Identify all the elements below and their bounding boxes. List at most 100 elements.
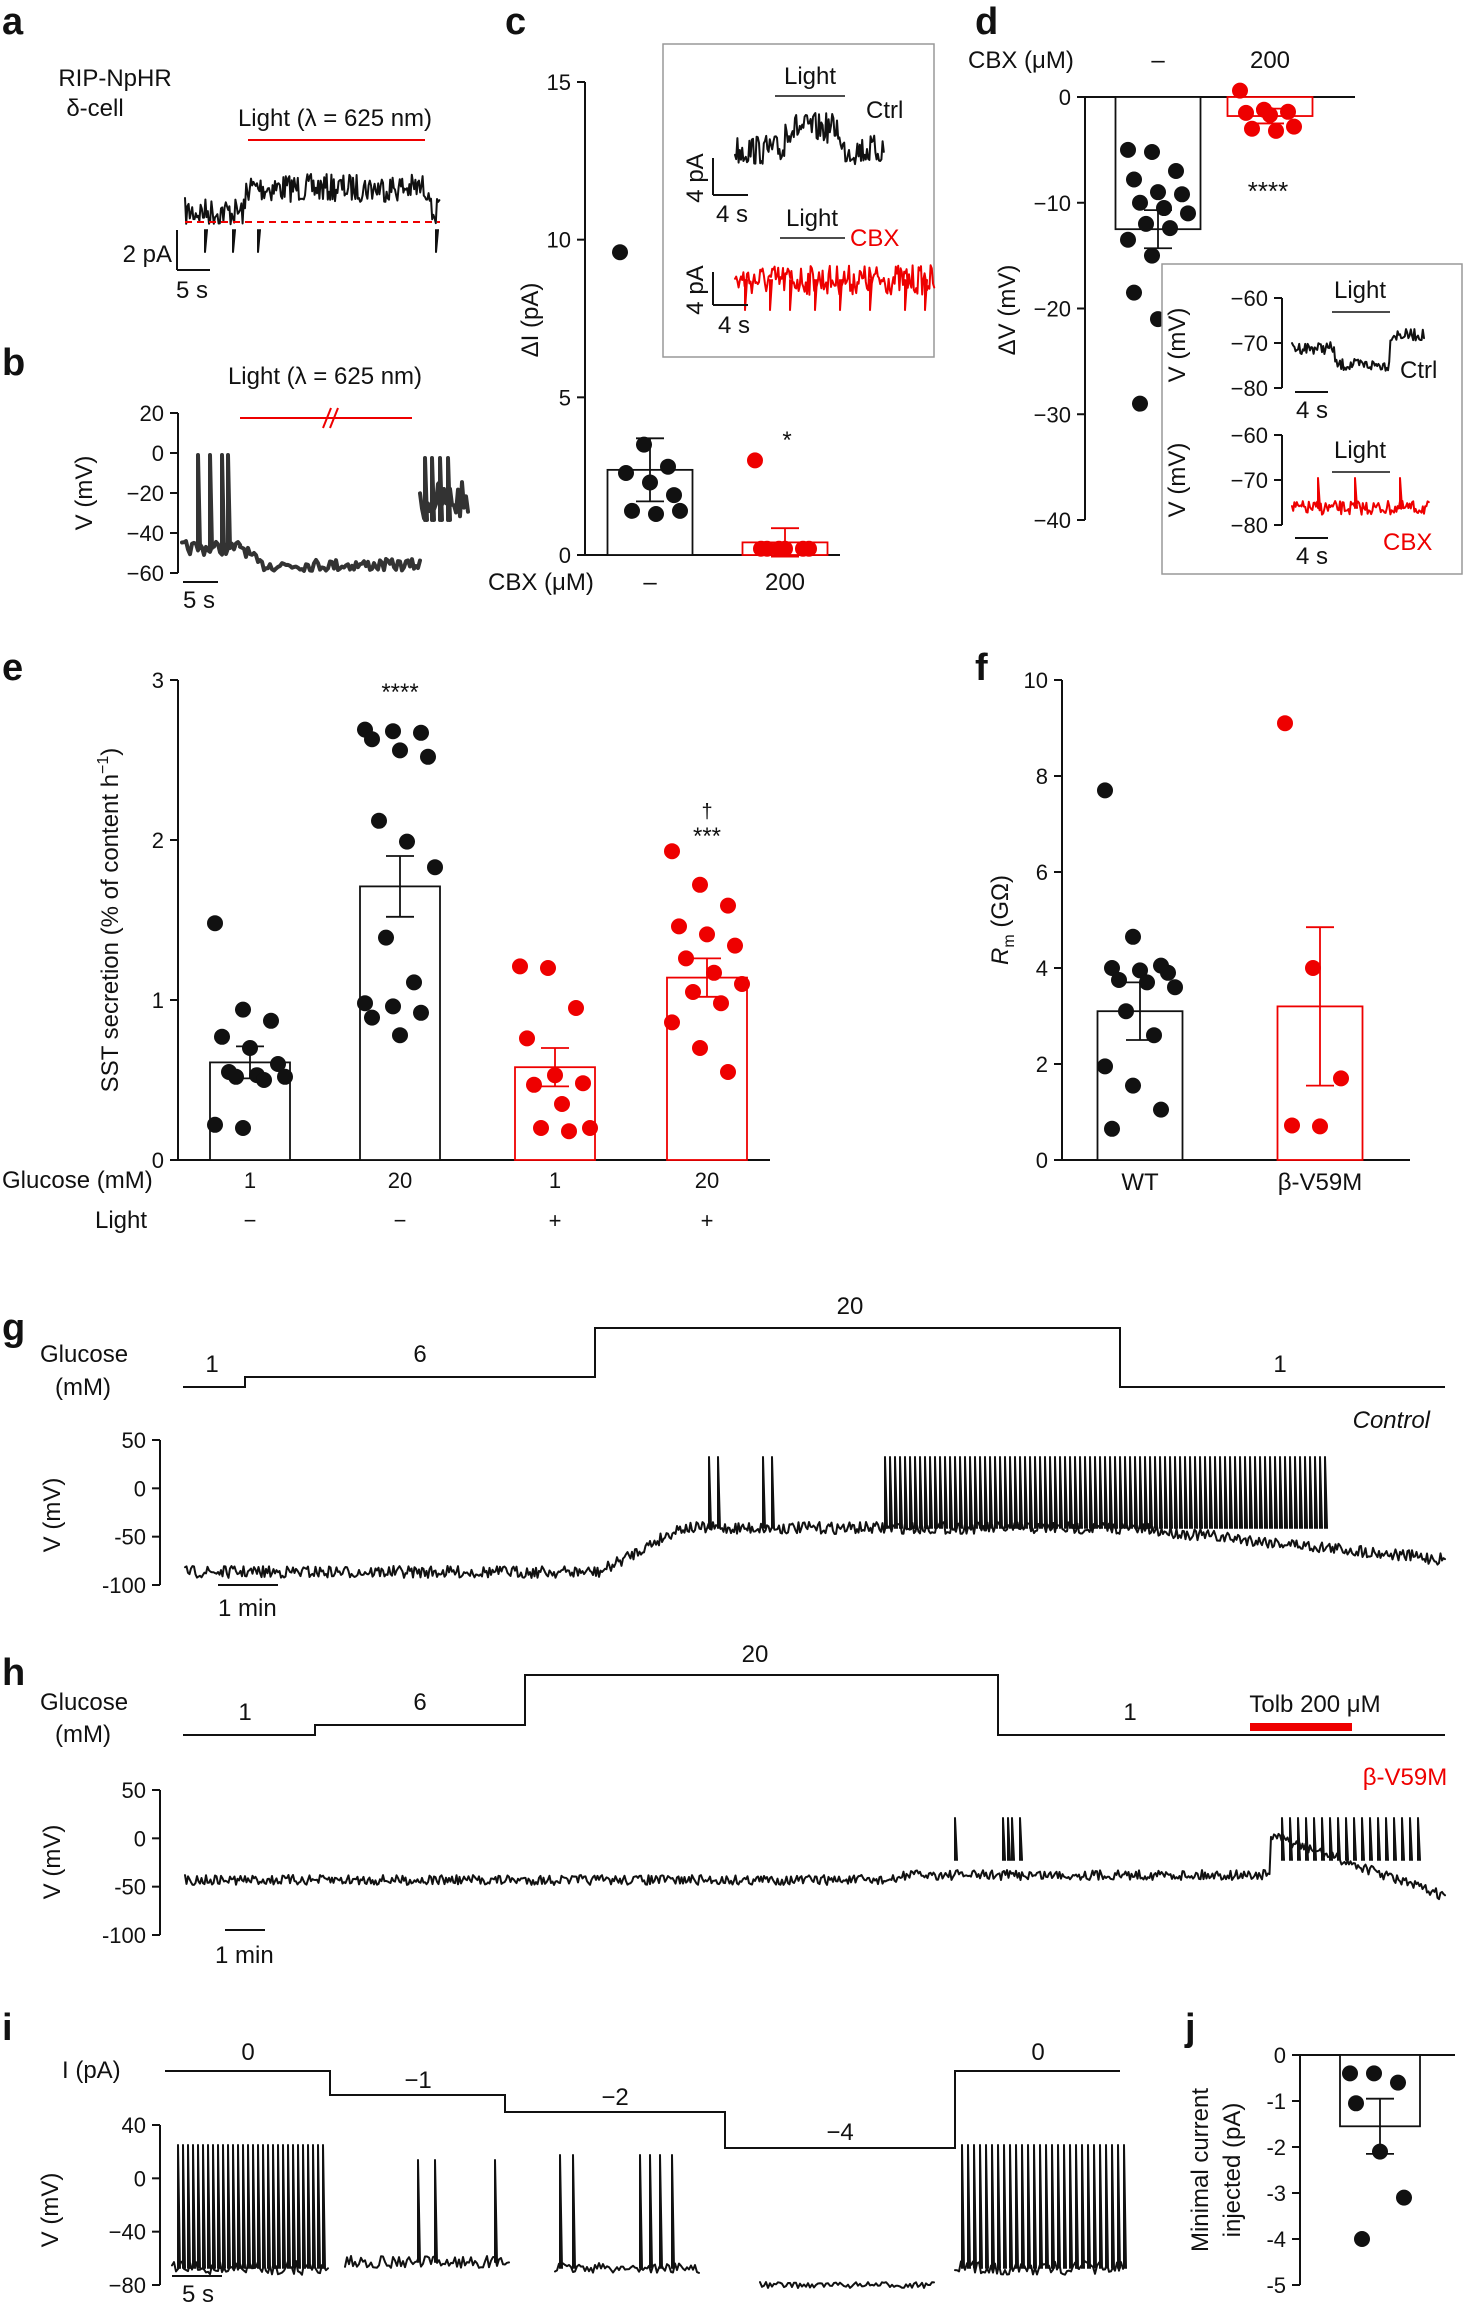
data-point [1120, 231, 1136, 248]
panel-a-title-1: RIP-NpHR [58, 65, 171, 92]
y-axis-label: Rm (GΩ) [987, 875, 1018, 965]
y-tick-label: 0 [559, 543, 571, 568]
y-axis-label: V (mV) [39, 1478, 66, 1553]
y-tick-label: −60 [127, 561, 164, 586]
current-step: 0 [241, 2039, 254, 2066]
data-point [420, 748, 436, 765]
data-point [666, 487, 682, 504]
y-tick-label: 0 [134, 1826, 146, 1851]
y-ticks: 0 −10 −20 −30 −40 [1034, 85, 1085, 533]
data-point [612, 244, 628, 261]
data-point [759, 540, 775, 557]
data-point [427, 859, 443, 876]
data-point [713, 995, 729, 1012]
data-point [1244, 120, 1260, 137]
data-point [364, 1009, 380, 1026]
glucose-value: 1 [244, 1168, 256, 1193]
data-point [1174, 186, 1190, 203]
data-point [277, 1068, 293, 1085]
y-ticks: 50 0 -50 -100 [102, 1428, 160, 1598]
voltage-trace [184, 1817, 1446, 1901]
data-point [720, 897, 736, 914]
data-point [1097, 1058, 1113, 1075]
inset-scale-x: 4 s [1296, 397, 1328, 424]
panel-b: Light (λ = 625 nm) 20 0 −20 −40 −60 V (mV) 5… [71, 363, 470, 614]
current-step: −1 [404, 2067, 431, 2094]
panel-g: Glucose (mM) 1 6 20 1 Control 50 0 -50 -100… [39, 1293, 1446, 1622]
panel-label-c: c [505, 1, 526, 43]
panel-c: 15 10 5 0 ΔI (pA) CBX (μM) – 200 * Light Ct… [488, 43, 936, 596]
category-label: β-V59M [1278, 1169, 1363, 1196]
data-point [228, 1068, 244, 1085]
data-point [685, 984, 701, 1000]
data-point [554, 1096, 570, 1112]
data-point [526, 1076, 542, 1093]
tolbutamide-label: Tolb 200 μM [1249, 1691, 1380, 1718]
panel-i: I (pA) 0 −1 −2 −4 0 40 0 −40 −80 V (mV) 5 s [37, 2039, 1127, 2307]
data-point [364, 731, 380, 748]
data-point [1104, 1120, 1120, 1137]
data-point [1153, 1101, 1169, 1118]
data-point [1138, 215, 1154, 232]
current-step: 0 [1031, 2039, 1044, 2066]
data-point [270, 1056, 286, 1072]
panel-h: Glucose (mM) 1 6 20 1 Tolb 200 μM β-V59M… [39, 1641, 1447, 1969]
data-point [1312, 1118, 1328, 1135]
inset-frame [1161, 263, 1463, 575]
data-point [1132, 962, 1148, 979]
data-point [547, 1067, 563, 1084]
glucose-step-protocol [183, 1327, 1445, 1388]
data-point [1118, 1003, 1134, 1020]
inset-cbx-label: CBX [1383, 529, 1432, 556]
data-point [801, 540, 817, 557]
data-point [624, 502, 640, 519]
panel-label-e: e [2, 647, 23, 689]
y-tick-label: 0 [134, 1476, 146, 1501]
inset-scale-y: 4 pA [682, 153, 709, 202]
data-point [1396, 2189, 1412, 2206]
ctrl-trace [1291, 328, 1425, 372]
data-point [1104, 960, 1120, 976]
y-tick-label: −60 [1231, 423, 1268, 448]
glucose-row-label: Glucose (mM) [2, 1167, 153, 1194]
y-tick-label: -50 [114, 1875, 146, 1900]
data-point [392, 742, 408, 759]
y-axis-label: SST secretion (% of content h−1) [95, 748, 124, 1093]
panel-b-light-label: Light (λ = 625 nm) [228, 363, 422, 390]
data-point [413, 1004, 429, 1021]
y-tick-label: -1 [1266, 2089, 1286, 2114]
data-point [664, 843, 680, 860]
y-tick-label: -4 [1266, 2227, 1286, 2252]
voltage-trace [180, 453, 470, 573]
data-point [636, 436, 652, 453]
data-point [1232, 82, 1248, 99]
current-step: −4 [826, 2119, 853, 2146]
y-axis-label: ΔV (mV) [994, 265, 1021, 356]
data-point [727, 937, 743, 954]
inset-y-label: V (mV) [1164, 308, 1191, 383]
data-point [263, 1012, 279, 1029]
cbx-trace [1291, 477, 1430, 516]
panel-j: 0 -1 -2 -3 -4 -5 Minimal current injected (pA… [1187, 2043, 1455, 2298]
condition-label: β-V59M [1363, 1764, 1448, 1791]
voltage-trace [184, 1456, 1446, 1579]
data-point [1280, 103, 1296, 120]
data-point [1262, 106, 1278, 123]
data-point [242, 1040, 258, 1056]
y-tick-label: 4 [1036, 956, 1048, 981]
data-point [1162, 220, 1178, 237]
data-point [1366, 2065, 1382, 2082]
ctrl-trace [734, 112, 885, 166]
data-point [1167, 979, 1183, 996]
y-axis-label: ΔI (pA) [517, 283, 544, 358]
panel-label-f: f [975, 647, 988, 689]
glucose-label: Glucose [40, 1689, 128, 1716]
data-point [671, 918, 687, 935]
y-tick-label: 0 [1274, 2043, 1286, 2068]
y-tick-label: 40 [122, 2113, 146, 2138]
data-point [214, 1028, 230, 1045]
glucose-value: 1 [549, 1168, 561, 1193]
voltage-trace [171, 2144, 1127, 2289]
data-point [1132, 395, 1148, 412]
data-point [1146, 1027, 1162, 1044]
